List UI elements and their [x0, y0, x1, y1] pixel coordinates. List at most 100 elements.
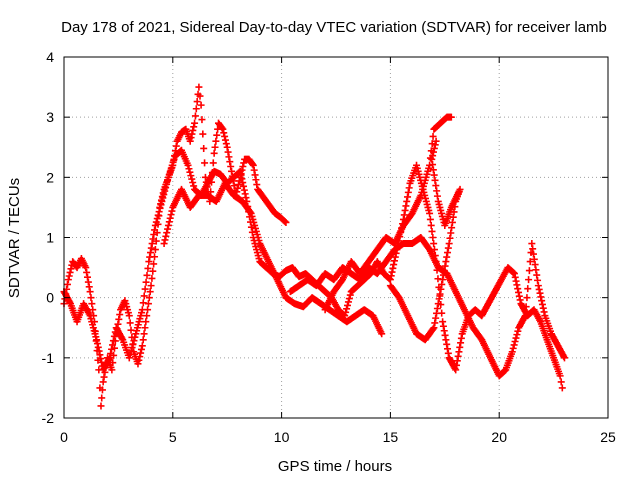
data-point	[156, 204, 164, 212]
data-point	[201, 159, 209, 167]
data-point	[159, 194, 167, 202]
data-point	[127, 347, 135, 355]
data-point	[524, 285, 532, 293]
data-point	[386, 276, 394, 284]
data-point	[444, 345, 452, 353]
y-tick-label: 3	[46, 109, 54, 125]
data-point	[513, 281, 521, 289]
data-point	[432, 182, 440, 190]
data-point	[193, 98, 201, 106]
data-point	[162, 184, 170, 192]
axis-ticks: 0 5 10 15 20 25 -2 -1 0 1 2 3 4	[42, 49, 616, 445]
data-point	[146, 249, 154, 257]
data-point	[431, 176, 439, 184]
data-point	[108, 345, 116, 353]
data-point	[105, 355, 113, 363]
data-point	[431, 319, 439, 327]
data-point	[343, 305, 351, 313]
data-point	[526, 258, 534, 266]
data-point	[389, 264, 397, 272]
data-point	[129, 340, 137, 348]
data-point	[252, 176, 260, 184]
data-point	[196, 92, 204, 100]
data-point	[432, 314, 440, 322]
data-point	[85, 283, 93, 291]
data-point	[190, 182, 198, 190]
data-point	[86, 288, 94, 296]
data-point	[197, 101, 205, 109]
data-point	[530, 255, 538, 263]
data-point	[109, 337, 117, 345]
data-point	[164, 225, 172, 233]
data-point	[88, 300, 96, 308]
data-point	[430, 240, 438, 248]
data-point	[220, 129, 228, 137]
data-point	[429, 148, 437, 156]
data-point	[87, 294, 95, 302]
data-point	[225, 153, 233, 161]
data-point	[65, 272, 73, 280]
data-point	[529, 245, 537, 253]
data-point	[139, 299, 147, 307]
data-point	[167, 211, 175, 219]
data-point	[130, 337, 138, 345]
data-point	[455, 348, 463, 356]
data-point	[185, 165, 193, 173]
data-point	[152, 218, 160, 226]
data-point	[137, 345, 145, 353]
data-point	[164, 221, 172, 229]
data-point	[126, 319, 134, 327]
y-tick-label: -2	[42, 410, 55, 426]
data-point	[346, 291, 354, 299]
y-tick-label: 4	[46, 49, 54, 65]
data-point	[160, 240, 168, 248]
data-point	[84, 278, 92, 286]
data-point	[172, 142, 180, 150]
data-point	[200, 144, 208, 152]
data-point	[390, 261, 398, 269]
data-point	[150, 260, 158, 268]
data-point	[251, 171, 259, 179]
data-point	[560, 354, 568, 362]
data-point	[404, 193, 412, 201]
data-point	[387, 272, 395, 280]
data-point	[145, 258, 153, 266]
data-point	[525, 267, 533, 275]
data-point	[98, 386, 106, 394]
data-point	[447, 113, 455, 121]
data-point	[440, 327, 448, 335]
data-point	[342, 308, 350, 316]
data-point	[64, 276, 72, 284]
data-point	[149, 267, 157, 275]
x-tick-label: 15	[383, 429, 399, 445]
data-point	[248, 228, 256, 236]
data-point	[537, 293, 545, 301]
data-point	[84, 273, 92, 281]
data-point	[192, 105, 200, 113]
data-point	[435, 295, 443, 303]
data-point	[186, 168, 194, 176]
data-point	[145, 294, 153, 302]
data-point	[151, 226, 159, 234]
data-point	[166, 214, 174, 222]
data-point	[535, 285, 543, 293]
data-point	[538, 297, 546, 305]
data-point	[66, 298, 74, 306]
data-point	[239, 163, 247, 171]
data-point	[434, 275, 442, 283]
data-point	[430, 324, 438, 332]
data-point	[100, 373, 108, 381]
data-point	[401, 206, 409, 214]
data-point	[161, 187, 169, 195]
data-point	[378, 330, 386, 338]
data-point	[249, 161, 257, 169]
data-point	[440, 267, 448, 275]
data-point	[136, 353, 144, 361]
data-point	[533, 271, 541, 279]
data-point	[240, 182, 248, 190]
data-point	[510, 270, 518, 278]
data-point	[118, 334, 126, 342]
x-tick-label: 5	[169, 429, 177, 445]
data-point	[143, 271, 151, 279]
x-axis-title: GPS time / hours	[278, 458, 392, 475]
